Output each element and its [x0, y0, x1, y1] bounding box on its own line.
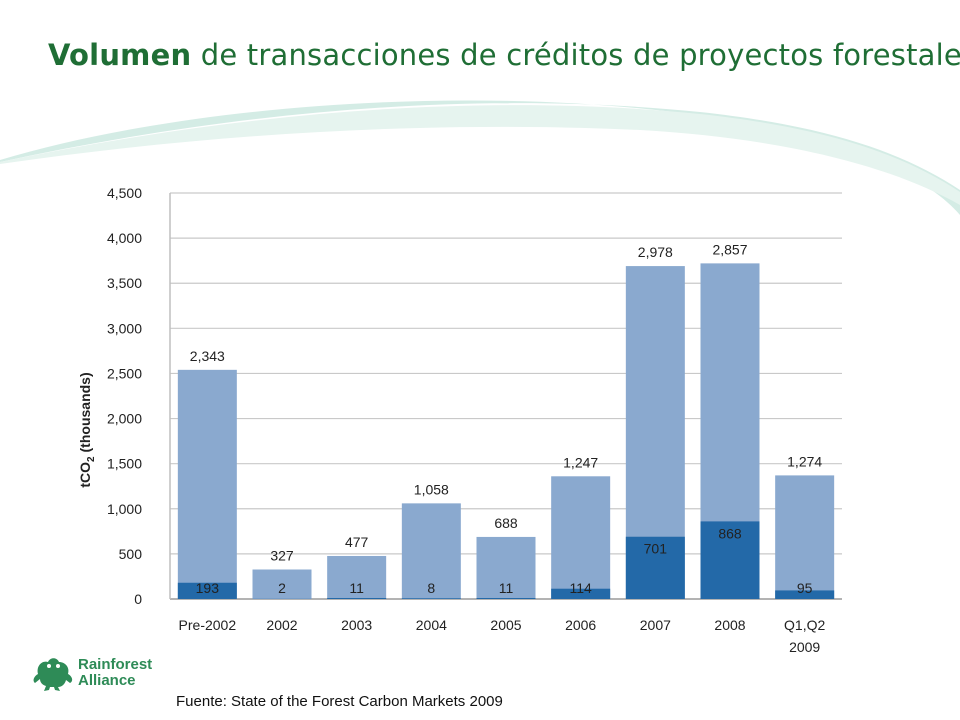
y-tick-label: 1,000 — [107, 501, 142, 517]
bar-chart: 0 500 1,000 1,500 2,000 2,500 3,000 3,500 4,000 4… — [77, 185, 842, 655]
total-label: 2,857 — [712, 241, 747, 257]
y-tick-label: 500 — [119, 546, 143, 562]
y-tick-label: 4,500 — [107, 185, 142, 201]
total-label: 688 — [494, 515, 518, 531]
total-label: 1,274 — [787, 453, 822, 469]
total-label: 1,247 — [563, 454, 598, 470]
x-tick-label: 2004 — [416, 617, 447, 633]
x-axis-ticks: Pre-2002 2002 2003 2004 2005 2006 2007 2008 Q1,Q… — [179, 617, 826, 655]
x-tick-label: Pre-2002 — [179, 617, 237, 633]
y-tick-label: 0 — [134, 591, 142, 607]
bar-total — [327, 555, 387, 599]
y-axis-title: tCO2 (thousands) — [77, 372, 97, 487]
x-tick-label: 2006 — [565, 617, 596, 633]
y-axis-ticks: 0 500 1,000 1,500 2,000 2,500 3,000 3,500 4,000 4… — [107, 185, 142, 607]
x-tick-label: 2002 — [266, 617, 297, 633]
rainforest-alliance-logo: Rainforest Alliance — [32, 654, 178, 692]
y-tick-label: 3,000 — [107, 320, 142, 336]
logo-text: Rainforest Alliance — [78, 656, 153, 689]
segment-label: 193 — [196, 580, 220, 596]
bar-total — [401, 503, 461, 599]
x-tick-label: 2003 — [341, 617, 372, 633]
bar-segment — [551, 588, 611, 599]
total-label: 1,058 — [414, 481, 449, 497]
swoosh-band-light — [0, 105, 960, 205]
y-tick-label: 2,000 — [107, 411, 142, 427]
segment-label: 2 — [278, 580, 286, 596]
bar-segment — [177, 582, 237, 599]
slide-title-bold: Volumen — [48, 38, 192, 72]
y-tick-label: 2,500 — [107, 365, 142, 381]
slide-title: Volumen de transacciones de créditos de … — [48, 38, 960, 72]
bar-segment — [401, 598, 461, 599]
source-caption: Fuente: State of the Forest Carbon Marke… — [176, 693, 503, 710]
y-tick-label: 3,500 — [107, 275, 142, 291]
segment-label: 114 — [570, 580, 593, 596]
x-tick-label: Q1,Q2 — [784, 617, 825, 633]
segment-label: 701 — [644, 541, 668, 557]
x-tick-label: 2008 — [714, 617, 745, 633]
bar-total — [476, 536, 536, 599]
x-tick-label: 2009 — [789, 639, 820, 655]
bar-total — [551, 476, 611, 599]
bar-total — [252, 569, 312, 599]
bar-segment — [700, 521, 760, 599]
bar-segment — [327, 598, 387, 599]
segment-label: 11 — [349, 580, 364, 596]
x-tick-label: 2005 — [490, 617, 521, 633]
total-label: 2,343 — [190, 348, 225, 364]
bar-segment — [625, 536, 685, 599]
segment-label: 11 — [499, 580, 514, 596]
bar-segment — [476, 598, 536, 599]
bar-total — [775, 475, 835, 599]
data-labels: 2,3431933272477111,0588688111,2471142,97… — [190, 241, 823, 596]
y-tick-label: 1,500 — [107, 456, 142, 472]
segment-label: 8 — [427, 580, 435, 596]
total-label: 477 — [345, 534, 369, 550]
bar-segment — [775, 590, 835, 599]
y-tick-label: 4,000 — [107, 230, 142, 246]
slide-title-rest: de transacciones de créditos de proyecto… — [191, 38, 960, 72]
bars — [177, 263, 835, 599]
segment-label: 95 — [797, 580, 813, 596]
x-tick-label: 2007 — [640, 617, 671, 633]
frog-icon — [33, 658, 73, 691]
segment-label: 868 — [718, 525, 742, 541]
bar-total — [177, 369, 237, 599]
decorative-swoosh — [0, 100, 960, 215]
total-label: 2,978 — [638, 244, 673, 260]
total-label: 327 — [270, 547, 294, 563]
